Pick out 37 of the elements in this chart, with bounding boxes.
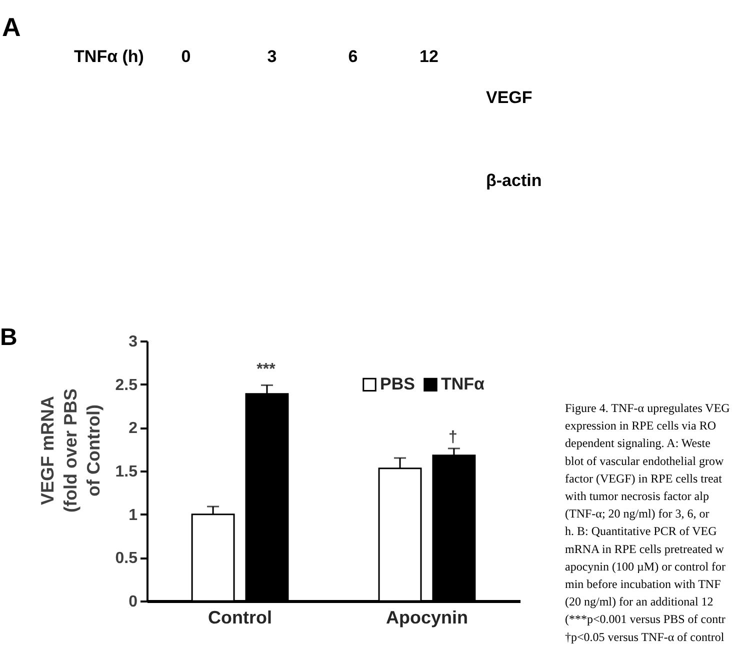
text: mRNA in RPE cells pretreated w bbox=[565, 542, 724, 556]
y-tick-label: 1.5 bbox=[115, 464, 138, 480]
y-tick-label: 2.5 bbox=[115, 376, 138, 394]
annotation: *** bbox=[256, 361, 276, 378]
text: (20 ng/ml) for an additional 12 bbox=[565, 594, 714, 609]
text: min before incubation with TNF bbox=[565, 577, 722, 591]
text: TNFα (h) bbox=[74, 47, 144, 66]
y-tick-label: 2 bbox=[128, 420, 138, 438]
text: with tumor necrosis factor alp bbox=[565, 489, 709, 503]
caption: Figure 4. TNF-α upregulates VEG bbox=[565, 401, 730, 415]
text: 3 bbox=[267, 47, 277, 66]
text: (***p<0.001 versus PBS of contr bbox=[565, 612, 726, 626]
legend-label: TNFα bbox=[441, 374, 486, 394]
text: dependent signaling. A: Weste bbox=[565, 436, 710, 450]
legend-label: PBS bbox=[380, 374, 415, 394]
text: expression in RPE cells via RO bbox=[565, 418, 716, 433]
text: VEGF bbox=[486, 88, 532, 107]
text: apocynin (100 µM) or control for bbox=[565, 559, 726, 574]
text: †p<0.05 versus TNF-α of control bbox=[565, 630, 725, 644]
text: β-actin bbox=[486, 171, 542, 190]
y-tick-label: 1 bbox=[128, 506, 138, 524]
chart-title: B bbox=[0, 324, 18, 351]
x-tick-label: Apocynin bbox=[386, 608, 468, 628]
annotation: † bbox=[448, 429, 458, 446]
text: h. B: Quantitative PCR of VEG bbox=[565, 524, 718, 538]
text: 0 bbox=[181, 47, 191, 66]
text: A bbox=[2, 12, 21, 42]
y-tick-label: 0.5 bbox=[115, 550, 138, 568]
y-axis-title: VEGF mRNA (fold over PBS of Control) bbox=[37, 388, 104, 513]
text: factor (VEGF) in RPE cells treat bbox=[565, 471, 723, 486]
text: 6 bbox=[348, 47, 358, 66]
y-tick-label: 0 bbox=[128, 594, 138, 610]
text: blot of vascular endothelial grow bbox=[565, 454, 724, 468]
text: 12 bbox=[420, 47, 438, 66]
y-tick-label: 3 bbox=[128, 334, 138, 350]
text: (TNF-α; 20 ng/ml) for 3, 6, or bbox=[565, 506, 710, 521]
x-tick-label: Control bbox=[208, 608, 272, 628]
